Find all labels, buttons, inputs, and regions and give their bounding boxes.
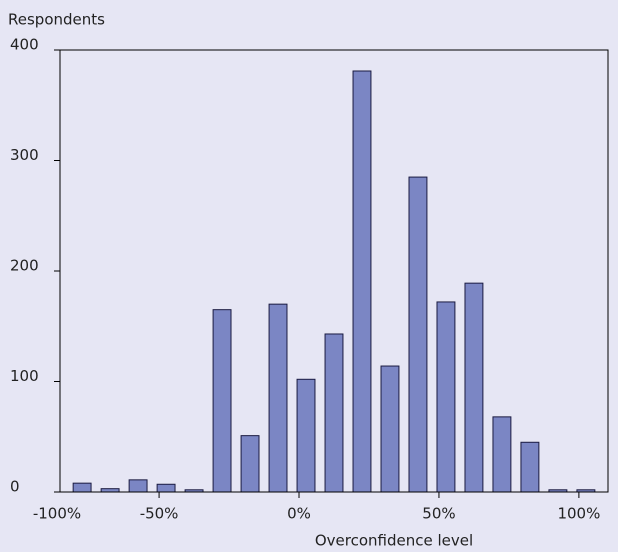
bar	[240, 435, 260, 493]
bar	[128, 479, 148, 493]
bar	[520, 441, 540, 493]
bar	[268, 303, 288, 493]
y-tick-label: 300	[10, 146, 39, 164]
bar	[408, 176, 428, 493]
y-tick-label: 200	[10, 257, 39, 275]
plot-frame	[59, 49, 609, 493]
x-tick-label: -50%	[140, 505, 179, 523]
bar	[212, 309, 232, 493]
y-axis-label: Respondents	[8, 11, 105, 29]
x-tick-label: -100%	[33, 505, 81, 523]
y-tick-label: 0	[10, 478, 20, 496]
x-tick-label: 0%	[287, 505, 311, 523]
bar	[492, 416, 512, 493]
x-tick-label: 50%	[422, 505, 455, 523]
bar	[464, 282, 484, 493]
bar	[436, 301, 456, 493]
bar	[324, 333, 344, 493]
bar	[72, 482, 92, 493]
bar	[296, 378, 316, 493]
bar	[156, 483, 176, 493]
y-tick-label: 400	[10, 36, 39, 54]
y-tick-label: 100	[10, 367, 39, 385]
x-axis-label: Overconfidence level	[315, 532, 473, 550]
bar	[352, 70, 372, 493]
x-tick-label: 100%	[557, 505, 600, 523]
bar	[380, 365, 400, 493]
